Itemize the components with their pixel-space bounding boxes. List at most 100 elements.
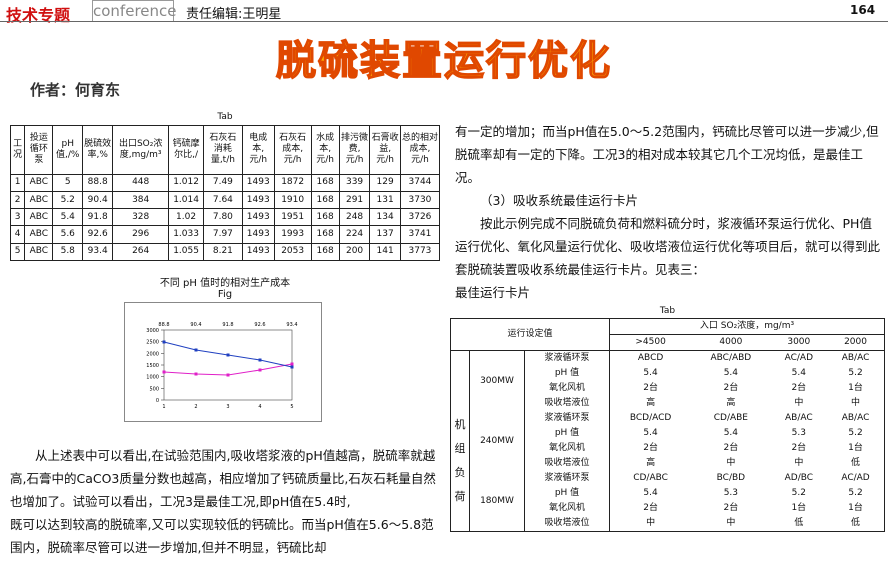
paragraph: 按此示例完成不同脱硫负荷和燃料硫分时，浆液循环泵运行优化、PH值运行优化、氧化风… — [455, 216, 881, 277]
cell: 5.3 — [723, 488, 739, 498]
top-label: 92.6 — [254, 322, 265, 328]
top-label: 91.8 — [222, 322, 233, 328]
left-text: 从上述表中可以看出,在试验范围内,吸收塔浆液的pH值越高，脱硫率就越高,石膏中的… — [10, 444, 442, 559]
cell: 264 — [112, 242, 170, 262]
header-cell: 石灰石成本,元/h — [273, 125, 312, 175]
load: 240MW — [469, 411, 525, 471]
right-text: 有一定的增加；而当pH值在5.0～5.2范围内，钙硫比尽管可以进一步减少,但脱硫… — [455, 120, 883, 304]
cell: pH 值 — [524, 486, 610, 501]
cell: 3726 — [399, 208, 441, 227]
header-cell: 运行设定值 — [450, 318, 610, 351]
cell: 3730 — [399, 191, 441, 210]
header-cell: 入口 SO₂浓度，mg/m³ — [609, 318, 885, 335]
cell: 5.4 — [643, 428, 658, 438]
y-tick-label: 3000 — [146, 328, 159, 334]
cell: 1493 — [241, 208, 275, 227]
row: 5 ABC 5.8 93.4 264 1.055 8.21 1493 2053 168 200 141… — [9, 242, 441, 262]
point — [194, 372, 198, 376]
cell: 氧化风机 — [524, 501, 610, 516]
cell: 7.49 — [203, 173, 243, 193]
table: 工况 投运循环泵 pH值,/% 脱硫效率,% 出口SO₂浓度,mg/m³ 钙硫摩尔比,/石… — [9, 125, 441, 262]
point — [226, 373, 230, 377]
header-cell: 脱硫效率,% — [82, 125, 114, 175]
cell: 7.64 — [203, 191, 243, 210]
point — [162, 370, 166, 374]
title: 脱硫装置运行优化 — [275, 37, 612, 85]
cell: 浆液循环泵 — [524, 471, 610, 486]
cell: 5.3 — [791, 428, 806, 438]
point — [258, 368, 262, 372]
paragraph: 从上述表中可以看出,在试验范围内,吸收塔浆液的pH值越高，脱硫率就越高,石膏中的… — [10, 448, 436, 509]
cell: ABCD — [637, 353, 664, 363]
point — [290, 362, 294, 366]
figure-title: 不同 pH 值时的相对生产成本 — [159, 278, 291, 289]
y-tick-label: 1000 — [146, 375, 159, 381]
header-cell: 总的相对成本,元/h — [399, 125, 441, 175]
cell: 高 — [646, 458, 656, 468]
cell: 1.012 — [168, 173, 205, 193]
cell: AC/AD — [784, 353, 814, 363]
cell: 339 — [338, 173, 371, 193]
point — [258, 358, 262, 362]
row: 吸收塔液位 中 中 低 低 — [451, 516, 885, 532]
cell: 7.80 — [203, 208, 243, 227]
cell: 1493 — [241, 225, 275, 244]
cell: 浆液循环泵 — [524, 350, 610, 366]
row: pH 值 5.4 5.3 5.2 5.2 — [451, 486, 885, 501]
cell: 1951 — [273, 208, 312, 227]
cell: 5.4 — [723, 368, 739, 378]
header-cell: 水成本,元/h — [310, 125, 340, 175]
cell: 1493 — [241, 191, 275, 210]
cell: 1台 — [848, 443, 863, 453]
cell: 中 — [851, 398, 861, 408]
x-tick-label: 5 — [290, 404, 293, 410]
row: 1 ABC 5 88.8 448 1.012 7.49 1493 1872 168 339 129 37… — [9, 173, 441, 193]
cell: 328 — [112, 208, 170, 227]
cell: 93.4 — [82, 242, 114, 262]
cell: CD/ABC — [633, 473, 668, 483]
cell: 88.8 — [82, 173, 114, 193]
top-label: 88.8 — [158, 322, 169, 328]
caption: Tab — [659, 306, 676, 316]
row: 4 ABC 5.6 92.6 296 1.033 7.97 1493 1993 168 224 137… — [9, 225, 441, 244]
cell: ABC/ABD — [710, 353, 752, 363]
cell: 2 — [9, 191, 26, 210]
row: 吸收塔液位 高 中 中 低 — [451, 456, 885, 471]
page-number: 164 — [850, 3, 876, 17]
point — [290, 365, 294, 369]
cell: 168 — [310, 208, 340, 227]
cell: 1 — [9, 173, 26, 193]
figure: 0 500 1000 1500 2000 2500 3000 1 88.8 2 90.4 3 91.8 4… — [124, 302, 322, 422]
x-tick-label: 2 — [194, 404, 197, 410]
cell: 3 — [9, 208, 26, 227]
cell: 3744 — [399, 173, 441, 193]
cell: 131 — [369, 191, 401, 210]
cell: pH 值 — [524, 426, 610, 441]
cell: 291 — [338, 191, 371, 210]
cell: 2台 — [643, 383, 658, 393]
rule — [0, 21, 888, 22]
cell: AC/AD — [841, 473, 870, 483]
cell: 5.4 — [643, 368, 658, 378]
x-tick-label: 3 — [226, 404, 229, 410]
cell: 2台 — [643, 443, 658, 453]
header-cell: 石膏收益,元/h — [369, 125, 401, 175]
cell: 1台 — [791, 503, 807, 513]
cell: 1台 — [848, 503, 863, 513]
cell: 1493 — [241, 242, 275, 262]
header-cell: 工况 — [9, 125, 26, 175]
cell: ABC — [24, 208, 54, 227]
unit-char: 机 — [454, 418, 466, 431]
cell: 5.4 — [791, 368, 806, 378]
row: 3 ABC 5.4 91.8 328 1.02 7.80 1493 1951 168 248 134 3… — [9, 208, 441, 227]
row: pH 值 5.4 5.4 5.3 5.2 — [451, 426, 885, 441]
cell: 137 — [369, 225, 401, 244]
tag: conference — [92, 0, 177, 22]
cell: pH 值 — [524, 366, 610, 381]
cell: 5.2 — [791, 488, 806, 498]
cell: 5 — [52, 173, 84, 193]
top-label: 90.4 — [190, 322, 201, 328]
header-cell: 3000 — [770, 334, 828, 351]
cell: 141 — [369, 242, 401, 262]
unit-char: 荷 — [454, 490, 466, 503]
